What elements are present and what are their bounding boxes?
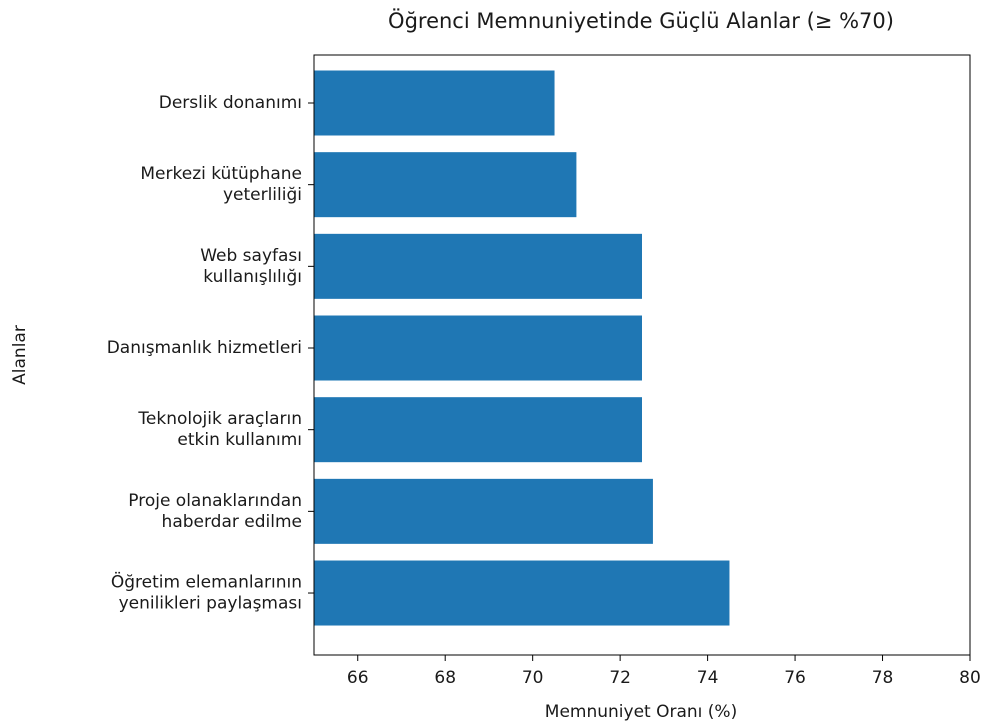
x-tick-label: 74 [697,668,719,688]
y-tick-label: Öğretim elemanlarının yenilikleri paylaşm… [111,571,302,614]
y-axis-label: Alanlar [10,325,30,385]
bar [314,233,642,299]
x-tick-label: 78 [872,668,894,688]
bar [314,560,730,626]
chart-title: Öğrenci Memnuniyetinde Güçlü Alanlar (≥ … [388,8,894,33]
bar [314,152,577,218]
bar [314,315,642,381]
x-tick-label: 70 [522,668,544,688]
bar [314,478,653,544]
bar [314,70,555,136]
x-tick-label: 80 [959,668,981,688]
y-tick-label: Danışmanlık hizmetleri [107,338,302,358]
y-tick-label: Web sayfası kullanışlılığı [200,246,302,287]
x-tick-label: 68 [434,668,456,688]
y-tick-label: Proje olanaklarından haberdar edilme [128,491,302,532]
bar [314,397,642,463]
x-tick-label: 72 [609,668,631,688]
x-axis-label: Memnuniyet Oranı (%) [545,702,737,722]
x-tick-label: 76 [784,668,806,688]
y-tick-label: Derslik donanımı [159,93,302,113]
x-tick-label: 66 [347,668,369,688]
plot-frame [313,54,971,656]
y-tick-label: Merkezi kütüphane yeterliliği [140,164,302,205]
y-tick-label: Teknolojik araçların etkin kullanımı [137,409,302,450]
